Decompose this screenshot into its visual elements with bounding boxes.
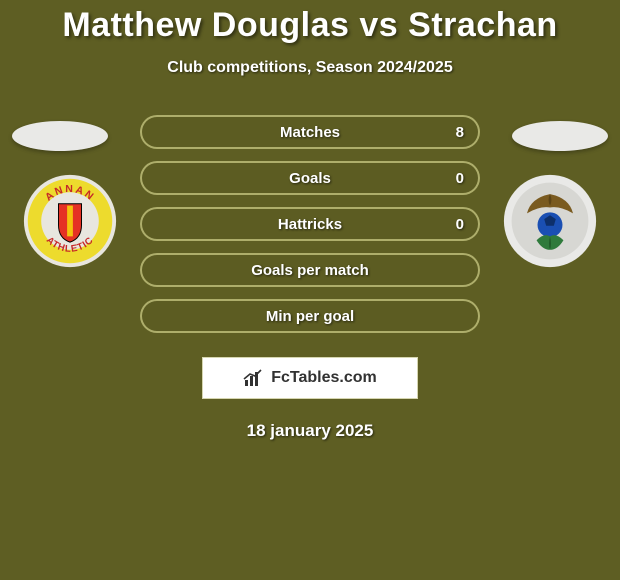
stat-row-goals: Goals 0 bbox=[140, 161, 480, 195]
subtitle: Club competitions, Season 2024/2025 bbox=[0, 59, 620, 77]
stat-label: Matches bbox=[280, 124, 340, 141]
club-badge-right bbox=[502, 173, 598, 269]
stat-label: Min per goal bbox=[266, 308, 354, 325]
player-photo-left-placeholder bbox=[12, 121, 108, 151]
stat-label: Goals bbox=[289, 170, 331, 187]
banner-prefix: Fc bbox=[271, 369, 290, 386]
stats-list: Matches 8 Goals 0 Hattricks 0 Goals per … bbox=[140, 115, 480, 333]
banner-suffix: Tables.com bbox=[290, 369, 377, 386]
stat-label: Hattricks bbox=[278, 216, 342, 233]
bar-chart-icon bbox=[243, 368, 265, 388]
club-badge-left: ANNAN ATHLETIC bbox=[22, 173, 118, 269]
stat-right-value: 0 bbox=[456, 216, 464, 233]
stat-right-value: 0 bbox=[456, 170, 464, 187]
stat-row-goals-per-match: Goals per match bbox=[140, 253, 480, 287]
player-photo-right-placeholder bbox=[512, 121, 608, 151]
banner-text: FcTables.com bbox=[271, 369, 377, 387]
date-label: 18 january 2025 bbox=[0, 421, 620, 441]
stat-label: Goals per match bbox=[251, 262, 369, 279]
fctables-banner[interactable]: FcTables.com bbox=[202, 357, 418, 399]
stat-row-min-per-goal: Min per goal bbox=[140, 299, 480, 333]
page-title: Matthew Douglas vs Strachan bbox=[0, 0, 620, 45]
stat-row-matches: Matches 8 bbox=[140, 115, 480, 149]
stat-row-hattricks: Hattricks 0 bbox=[140, 207, 480, 241]
comparison-panel: ANNAN ATHLETIC Matches 8 Goals 0 bbox=[0, 115, 620, 441]
stat-right-value: 8 bbox=[456, 124, 464, 141]
